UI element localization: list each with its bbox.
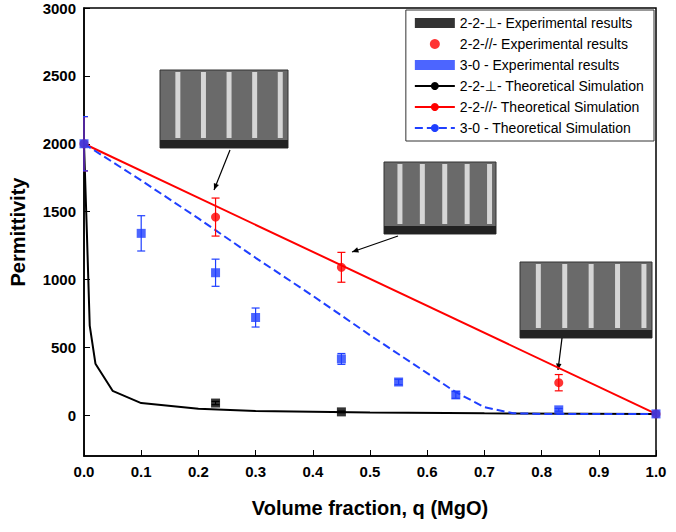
svg-text:3-0 - Theoretical Simulation: 3-0 - Theoretical Simulation [460, 120, 631, 136]
svg-text:3000: 3000 [43, 0, 76, 17]
svg-text:0.7: 0.7 [474, 463, 495, 480]
svg-text:1500: 1500 [43, 203, 76, 220]
svg-text:0.0: 0.0 [74, 463, 95, 480]
svg-text:0.4: 0.4 [302, 463, 324, 480]
svg-text:0.9: 0.9 [588, 463, 609, 480]
svg-text:1.0: 1.0 [646, 463, 667, 480]
svg-text:2000: 2000 [43, 135, 76, 152]
svg-text:0.3: 0.3 [245, 463, 266, 480]
svg-text:0.2: 0.2 [188, 463, 209, 480]
svg-text:2500: 2500 [43, 67, 76, 84]
svg-text:Permittivity: Permittivity [7, 177, 29, 287]
svg-text:2-2-//- Experimental results: 2-2-//- Experimental results [460, 36, 628, 52]
svg-text:2-2-//- Theoretical Simulation: 2-2-//- Theoretical Simulation [460, 99, 639, 115]
svg-text:0.5: 0.5 [360, 463, 381, 480]
svg-text:0.8: 0.8 [531, 463, 552, 480]
svg-text:3-0 - Experimental results: 3-0 - Experimental results [460, 57, 620, 73]
svg-text:0.6: 0.6 [417, 463, 438, 480]
svg-text:500: 500 [51, 339, 76, 356]
svg-text:Volume fraction, q (MgO): Volume fraction, q (MgO) [252, 497, 488, 519]
svg-text:2-2-⊥- Experimental results: 2-2-⊥- Experimental results [460, 15, 632, 31]
svg-text:1000: 1000 [43, 271, 76, 288]
svg-text:2-2-⊥- Theoretical Simulation: 2-2-⊥- Theoretical Simulation [460, 78, 644, 94]
svg-text:0: 0 [68, 407, 76, 424]
svg-text:0.1: 0.1 [131, 463, 152, 480]
